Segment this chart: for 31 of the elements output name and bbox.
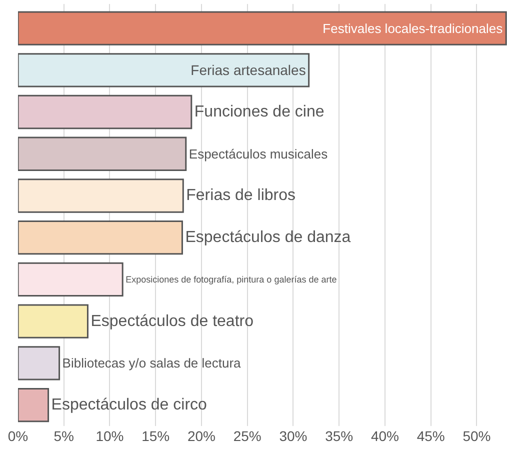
bar [18, 136, 187, 171]
y-tick-label: Ferias de libros [186, 187, 296, 204]
x-tick-label: 10% [96, 428, 124, 444]
y-tick-label: Espectáculos musicales [188, 146, 328, 162]
x-tick-label: 5% [54, 428, 74, 444]
x-tick-label: 50% [462, 428, 491, 444]
y-tick-label: Funciones de cine [194, 104, 324, 121]
bar [18, 11, 507, 46]
y-tick-label: Espectáculos de teatro [90, 312, 254, 330]
bar [18, 346, 60, 380]
bar [18, 388, 50, 422]
y-tick-label: Espectáculos de circo [51, 396, 208, 414]
bar [18, 262, 124, 297]
bar [18, 178, 184, 213]
y-tick-label: Bibliotecas y/o salas de lectura [62, 356, 242, 371]
y-tick-label: Festivales locales-tradicionales [322, 20, 504, 36]
x-tick-label: 30% [279, 428, 308, 444]
bar [18, 53, 310, 88]
x-tick-label: 40% [370, 428, 399, 444]
y-tick-label: Espectáculos de danza [185, 229, 351, 246]
bar [18, 94, 192, 130]
x-tick-label: 45% [416, 428, 445, 444]
x-tick-label: 25% [233, 428, 262, 444]
bar [18, 220, 183, 255]
bar [18, 304, 88, 338]
y-tick-label: Ferias artesanales [190, 62, 306, 78]
x-tick-label: 35% [325, 428, 354, 444]
y-tick-label: Exposiciones de fotografía, pintura o galerías de arte [126, 274, 337, 284]
x-tick-label: 0% [8, 428, 28, 444]
x-tick-label: 20% [187, 428, 216, 444]
x-tick-label: 15% [142, 428, 170, 444]
